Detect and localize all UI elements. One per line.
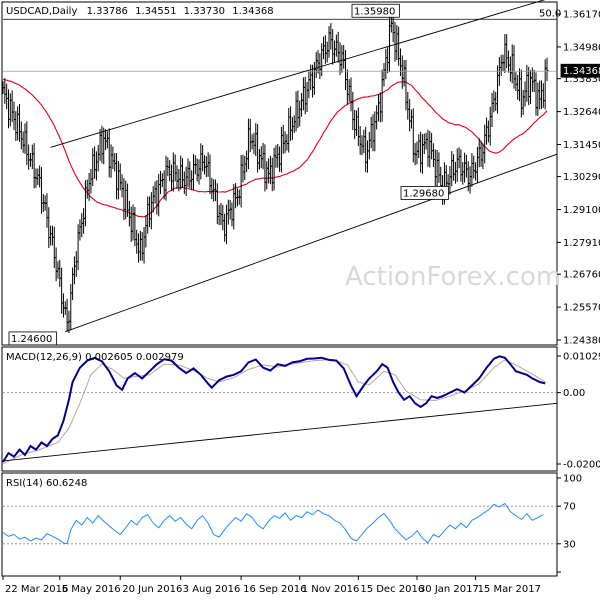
rsi-path bbox=[2, 502, 544, 545]
rsi-tick-label: 100 bbox=[563, 474, 582, 485]
macd-tick-label: 0.010293 bbox=[563, 352, 600, 363]
current-price-tag-box bbox=[560, 63, 600, 78]
mid-low-annotation-box bbox=[400, 186, 449, 200]
price-tick-label: 1.27910 bbox=[563, 238, 600, 249]
macd-trendline bbox=[2, 402, 558, 462]
mid-low-annotation: 1.29680 bbox=[403, 188, 444, 199]
price-tick-label: 1.33830 bbox=[563, 74, 600, 85]
rsi-panel bbox=[1, 472, 558, 577]
symbol-title: USDCAD,Daily bbox=[6, 6, 77, 17]
price-axis: 1.36170 1.34980 1.33830 1.32640 1.31450 1.302… bbox=[557, 10, 600, 347]
price-tick-label: 1.29100 bbox=[563, 205, 600, 216]
macd-line bbox=[2, 355, 546, 463]
macd-lines bbox=[2, 355, 558, 465]
date-tick-label: 16 Sep 2016 bbox=[243, 584, 306, 595]
price-bar bbox=[545, 57, 549, 81]
price-tick-label: 1.30290 bbox=[563, 172, 600, 183]
date-tick-label: 15 Mar 2017 bbox=[478, 584, 541, 595]
date-tick-label: 5 May 2016 bbox=[62, 584, 121, 595]
date-tick-label: 3 Aug 2016 bbox=[183, 584, 241, 595]
current-price-tag: 1.34368 bbox=[563, 66, 600, 77]
price-tick-label: 1.31450 bbox=[563, 140, 600, 151]
macd-axis: 0.010293 0.00 -0.020051 bbox=[557, 352, 600, 471]
open-readout: 1.33786 bbox=[87, 6, 128, 17]
price-tick-label: 1.36170 bbox=[563, 10, 600, 21]
price-bars bbox=[1, 13, 549, 334]
rsi-title: RSI(14) 60.6248 bbox=[6, 478, 87, 489]
fib-level-label: 50.0 bbox=[539, 8, 561, 19]
date-tick-label: 22 Mar 2016 bbox=[5, 584, 68, 595]
rsi-tick-label: 70 bbox=[563, 502, 576, 513]
close-readout: 1.34368 bbox=[232, 6, 273, 17]
macd-title: MACD(12,26,9) 0.002605 0.002979 bbox=[6, 352, 184, 363]
date-tick-label: 30 Jan 2017 bbox=[419, 584, 479, 595]
macd-panel bbox=[1, 346, 558, 472]
watermark: ActionForex.com bbox=[345, 262, 561, 292]
date-tick-label: 15 Dec 2016 bbox=[360, 584, 424, 595]
upper-channel-line bbox=[50, 0, 546, 148]
macd-tick-label: -0.020051 bbox=[563, 460, 600, 471]
low-annotation: 1.24600 bbox=[11, 334, 52, 345]
price-overlays: 50.0 1.35980 1.29680 1.24600 1.34368 bbox=[3, 0, 600, 346]
rsi-axis: 100 70 30 bbox=[557, 474, 582, 573]
moving-average-path bbox=[2, 78, 548, 218]
price-tick-label: 1.25570 bbox=[563, 303, 600, 314]
rsi-line bbox=[2, 502, 557, 545]
signal-line bbox=[2, 358, 546, 465]
high-readout: 1.34551 bbox=[135, 6, 176, 17]
high-annotation: 1.35980 bbox=[354, 6, 395, 17]
date-tick-label: 1 Nov 2016 bbox=[302, 584, 360, 595]
moving-average-line bbox=[2, 78, 548, 218]
high-annotation-box bbox=[351, 3, 400, 18]
price-tick-label: 1.26760 bbox=[563, 270, 600, 281]
lower-channel-line bbox=[65, 153, 558, 333]
chart-title: USDCAD,Daily 1.33786 1.34551 1.33730 1.3… bbox=[6, 6, 274, 17]
price-tick-label: 1.32640 bbox=[563, 107, 600, 118]
rsi-tick-label: 30 bbox=[563, 539, 576, 550]
macd-tick-label: 0.00 bbox=[563, 388, 585, 399]
price-tick-label: 1.34980 bbox=[563, 42, 600, 53]
date-tick-label: 20 Jun 2016 bbox=[122, 584, 182, 595]
low-annotation-box bbox=[8, 331, 57, 346]
low-readout: 1.33730 bbox=[184, 6, 225, 17]
